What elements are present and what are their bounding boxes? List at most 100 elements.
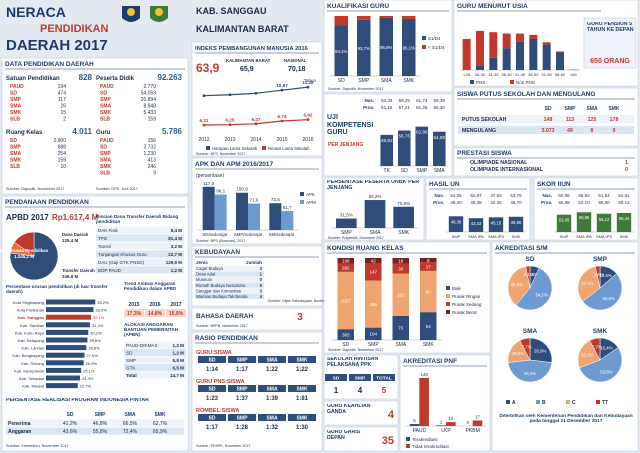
subtitle: PER JENJANG bbox=[328, 142, 363, 148]
bar bbox=[488, 217, 504, 232]
pie-slice bbox=[507, 266, 531, 306]
putus-cell: 8 bbox=[591, 128, 594, 134]
ratio-value: 1:28 bbox=[236, 425, 249, 431]
putus-cell: PUTUS SEKOLAH bbox=[462, 117, 507, 123]
pip-cell: 62,7% bbox=[153, 421, 168, 427]
row-band bbox=[195, 293, 264, 299]
compare-cell: Nas. bbox=[542, 193, 552, 198]
point bbox=[228, 93, 232, 97]
x-tick-label: SMP bbox=[416, 168, 428, 174]
x-tick-label: SMK bbox=[512, 234, 521, 239]
subtitle: (persentase) bbox=[196, 173, 224, 179]
pie-value: 125,4 M bbox=[62, 238, 79, 243]
legend-swatch bbox=[446, 302, 450, 306]
legend-swatch bbox=[506, 400, 510, 404]
compare-cell: 61,26 bbox=[416, 105, 428, 110]
section-title: AKREDITASI S/M bbox=[495, 245, 548, 252]
row-value: 81,4 M bbox=[168, 236, 182, 241]
row-value: 129,9 M bbox=[166, 260, 183, 265]
legend-label: B bbox=[542, 400, 546, 406]
bar bbox=[46, 337, 88, 343]
source: Sumber: Dapodik, November 2017 bbox=[328, 87, 383, 91]
legend-swatch bbox=[470, 80, 474, 84]
compare-cell: 42,35 bbox=[490, 200, 502, 205]
point bbox=[280, 88, 284, 92]
cell bbox=[124, 309, 144, 317]
x-tick-label: SMA bbox=[370, 230, 382, 236]
legend-swatch bbox=[406, 437, 410, 441]
bar bbox=[476, 30, 484, 66]
data-label: 54,2% bbox=[535, 293, 547, 298]
y-tick-label: Kab. Sambas bbox=[20, 323, 44, 328]
row-value: 1 bbox=[260, 272, 263, 277]
row-name: BOP PAUD bbox=[98, 268, 122, 273]
ratio-value: 1:22 bbox=[266, 367, 279, 373]
section-title: SISWA PUTUS SEKOLAH DAN MENGULANG bbox=[457, 91, 595, 98]
bar bbox=[334, 16, 348, 26]
data-label: 58,44 bbox=[619, 216, 630, 221]
x-tick-label: 2013 bbox=[224, 137, 235, 143]
section-title: BAHASA DAERAH bbox=[196, 313, 253, 320]
bar bbox=[46, 307, 94, 313]
y-tick-label: Kab. Sintang bbox=[21, 361, 44, 366]
block-total: 828 bbox=[79, 73, 93, 82]
block-label: Ruang Kelas bbox=[6, 130, 43, 136]
x-tick-label: LKP bbox=[441, 428, 451, 434]
block-label: Satuan Pendidikan bbox=[6, 76, 60, 82]
point bbox=[306, 118, 310, 122]
putus-cell: 125 bbox=[588, 117, 597, 123]
data-label: 17 bbox=[475, 414, 480, 419]
row-value: 254 bbox=[58, 151, 67, 157]
text-block: SEKOLAH RINTISAN PELAKSANA PPK bbox=[327, 357, 378, 368]
bar bbox=[365, 327, 382, 340]
x-tick-label: 2012 bbox=[198, 137, 209, 143]
bar bbox=[596, 213, 612, 232]
ratio-value: 1:39 bbox=[266, 396, 279, 402]
row-name: Sanggar dan Komunitas bbox=[196, 288, 241, 293]
legend-label: APK bbox=[306, 192, 315, 197]
pip-cell: Penerima bbox=[8, 421, 31, 427]
source: Sumber: DPS, Juni 2017 bbox=[96, 187, 138, 191]
row-value: 1.230 bbox=[143, 151, 156, 157]
row-band bbox=[96, 234, 184, 242]
bar bbox=[402, 16, 416, 19]
row-name: Rumah Budaya Nusantara bbox=[196, 283, 246, 288]
pie-title: SMP bbox=[593, 256, 608, 263]
point bbox=[202, 123, 206, 127]
x-tick-label: SMA IPS bbox=[596, 234, 612, 239]
row-band bbox=[195, 282, 264, 288]
x-tick-label: SMA bbox=[395, 342, 407, 348]
row-value: 2.770 bbox=[143, 84, 156, 90]
legend-swatch bbox=[422, 36, 426, 40]
data-label: 17 bbox=[426, 264, 432, 269]
data-label: 46,2% bbox=[524, 371, 536, 376]
region: KAB. SANGGAU bbox=[196, 6, 267, 16]
section-title: GURU MENURUT USIA bbox=[457, 3, 528, 10]
x-tick-label: 31-35 bbox=[488, 72, 499, 77]
data-label: 71,6 bbox=[250, 198, 259, 203]
row-name: SMA bbox=[100, 158, 112, 164]
row-value: 2.900 bbox=[53, 138, 66, 144]
point bbox=[202, 94, 206, 98]
x-tick-label: SMP/sederajat bbox=[234, 232, 263, 237]
title: PENDIDIKAN bbox=[40, 23, 109, 35]
source: Sumber: PDSPK, November 2017 bbox=[196, 444, 250, 448]
legend-swatch bbox=[262, 146, 266, 150]
y-tick-label: Kab. Landak bbox=[22, 346, 44, 351]
pie-slice bbox=[582, 273, 623, 311]
legend-label: Terakreditasi bbox=[412, 437, 438, 442]
data-label: 383 bbox=[342, 332, 350, 337]
data-label: 7,7% bbox=[522, 344, 532, 349]
pip-cell: 65,9% bbox=[153, 429, 168, 435]
text-block: PERSENTASE PESERTA UNBK PER JENJANG bbox=[327, 180, 419, 191]
point bbox=[228, 123, 232, 127]
wrapped-text: Rincian Dana Transfer Daerah Bidang pend… bbox=[96, 214, 179, 225]
year: 2015 bbox=[128, 302, 139, 308]
header-cell bbox=[228, 414, 256, 421]
bar bbox=[556, 51, 564, 53]
data-label: 50,9% bbox=[603, 296, 615, 301]
row-band bbox=[195, 276, 264, 283]
source: Sumber: Ditjen Kebudayaan, November 2017 bbox=[268, 299, 339, 303]
text-block: Rincian Dana Transfer Daerah Bidang pend… bbox=[96, 214, 179, 225]
legend-swatch bbox=[446, 310, 450, 314]
